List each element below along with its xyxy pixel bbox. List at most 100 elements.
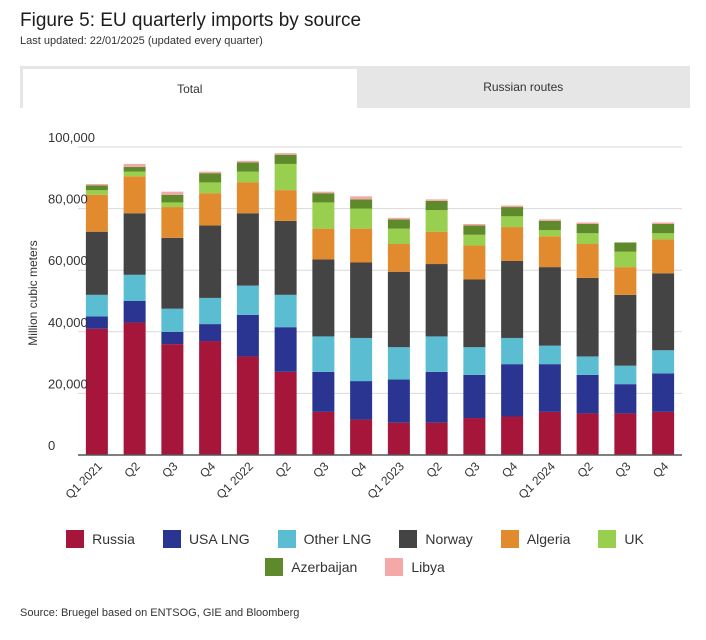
bar-segment-other-lng xyxy=(161,308,184,332)
x-tick-label: Q2 xyxy=(424,459,445,480)
bar-segment-russia xyxy=(463,418,486,455)
bar-segment-norway xyxy=(350,262,373,338)
bar-segment-algeria xyxy=(312,228,335,260)
bar-segment-norway xyxy=(274,220,297,295)
bar-segment-usa-lng xyxy=(199,324,222,342)
y-tick-label: 20,000 xyxy=(48,376,88,391)
legend-label: Algeria xyxy=(526,531,571,547)
legend-swatch xyxy=(277,530,296,548)
bar-segment-libya xyxy=(463,224,486,226)
bar-segment-azerbaijan xyxy=(576,224,599,234)
y-tick-label: 80,000 xyxy=(48,192,88,207)
bar-segment-azerbaijan xyxy=(463,225,486,235)
legend-item-algeria[interactable]: Algeria xyxy=(500,530,571,548)
x-tick-label: Q2 xyxy=(575,459,596,480)
bar-segment-algeria xyxy=(350,228,373,263)
chart-legend: Russia USA LNG Other LNG Norway Algeria UK Aze… xyxy=(20,530,690,576)
legend-label: Libya xyxy=(411,559,445,575)
x-tick-label: Q2 xyxy=(273,459,294,480)
bar-segment-other-lng xyxy=(501,337,524,365)
bar-segment-libya xyxy=(501,205,524,208)
x-tick-label: Q3 xyxy=(461,459,482,480)
bar-segment-russia xyxy=(123,322,146,455)
bar-segment-libya xyxy=(538,219,561,221)
x-tick-label: Q3 xyxy=(159,459,180,480)
bar-segment-other-lng xyxy=(85,294,108,317)
bar-segment-russia xyxy=(85,328,108,455)
bar-segment-libya xyxy=(652,222,675,224)
legend-swatch xyxy=(399,530,418,548)
bar-segment-uk xyxy=(123,171,146,177)
tab-russian-routes[interactable]: Russian routes xyxy=(483,80,564,94)
bar-segment-norway xyxy=(387,271,410,348)
bar-segment-norway xyxy=(425,264,448,337)
chart-subtitle: Last updated: 22/01/2025 (updated every … xyxy=(20,35,263,47)
bar-segment-usa-lng xyxy=(538,364,561,412)
bar-segment-norway xyxy=(576,277,599,357)
tab-total[interactable]: Total xyxy=(23,69,357,108)
legend-item-libya[interactable]: Libya xyxy=(385,558,445,576)
bar-segment-uk xyxy=(236,171,259,183)
bar-segment-azerbaijan xyxy=(350,199,373,209)
stacked-bar-chart: 0 20,000 40,000 60,000 80,000 100,000 Q1 2021 Q… xyxy=(26,130,682,502)
legend-swatch xyxy=(265,558,284,576)
bar-segment-azerbaijan xyxy=(85,185,108,191)
bar-segment-libya xyxy=(85,183,108,186)
legend-label: Azerbaijan xyxy=(291,559,358,575)
bar-segment-usa-lng xyxy=(85,316,108,329)
bar-segment-algeria xyxy=(85,194,108,232)
bar-segment-russia xyxy=(274,371,297,455)
bar-segment-libya xyxy=(425,199,448,201)
bar-segment-libya xyxy=(274,153,297,155)
bar-segment-azerbaijan xyxy=(652,224,675,234)
bar-segment-norway xyxy=(614,294,637,366)
bar-segment-libya xyxy=(123,163,146,168)
bar-segment-norway xyxy=(501,260,524,338)
legend-label: Norway xyxy=(425,531,473,547)
x-tick-label: Q3 xyxy=(612,459,633,480)
bar-segment-norway xyxy=(123,213,146,275)
bar-segment-usa-lng xyxy=(501,364,524,417)
legend-swatch xyxy=(385,558,404,576)
bar-segment-russia xyxy=(387,422,410,455)
bar-segment-norway xyxy=(312,259,335,337)
source-note: Source: Bruegel based on ENTSOG, GIE and… xyxy=(20,607,300,619)
bar-segment-other-lng xyxy=(538,345,561,365)
bar-segment-algeria xyxy=(274,190,297,221)
legend-item-usa-lng[interactable]: USA LNG xyxy=(162,530,250,548)
legend-swatch xyxy=(598,530,617,548)
bar-segment-algeria xyxy=(501,227,524,261)
bar-segment-usa-lng xyxy=(236,314,259,357)
legend-item-russia[interactable]: Russia xyxy=(66,530,135,548)
bar-segment-usa-lng xyxy=(274,327,297,372)
bar-segment-russia xyxy=(614,413,637,455)
bar-segment-norway xyxy=(161,237,184,309)
bar-segment-usa-lng xyxy=(576,374,599,414)
legend-item-other-lng[interactable]: Other LNG xyxy=(277,530,371,548)
bar-segment-algeria xyxy=(387,244,410,272)
bar-segment-azerbaijan xyxy=(312,193,335,203)
legend-item-norway[interactable]: Norway xyxy=(399,530,473,548)
y-tick-label: 100,000 xyxy=(48,130,95,145)
bar-segment-azerbaijan xyxy=(236,162,259,172)
bar-segment-uk xyxy=(463,234,486,246)
bar-segment-other-lng xyxy=(274,294,297,328)
bar-segment-other-lng xyxy=(387,347,410,380)
chart-title: Figure 5: EU quarterly imports by source xyxy=(20,10,362,31)
bar-segment-russia xyxy=(236,356,259,455)
bar-segment-russia xyxy=(538,411,561,455)
legend-label: UK xyxy=(624,531,644,547)
y-axis-label: Million cubic meters xyxy=(26,240,40,345)
bar-segment-libya xyxy=(350,196,373,200)
bar-segment-uk xyxy=(538,230,561,237)
legend-item-azerbaijan[interactable]: Azerbaijan xyxy=(265,558,357,576)
bar-segment-azerbaijan xyxy=(425,200,448,211)
bar-segment-azerbaijan xyxy=(501,207,524,217)
legend-item-uk[interactable]: UK xyxy=(598,530,644,548)
bar-segment-usa-lng xyxy=(614,384,637,414)
bar-segment-algeria xyxy=(538,236,561,268)
bar-segment-russia xyxy=(312,411,335,455)
bar-segment-other-lng xyxy=(576,356,599,375)
bar-segment-algeria xyxy=(614,267,637,295)
bar-segment-norway xyxy=(538,267,561,346)
